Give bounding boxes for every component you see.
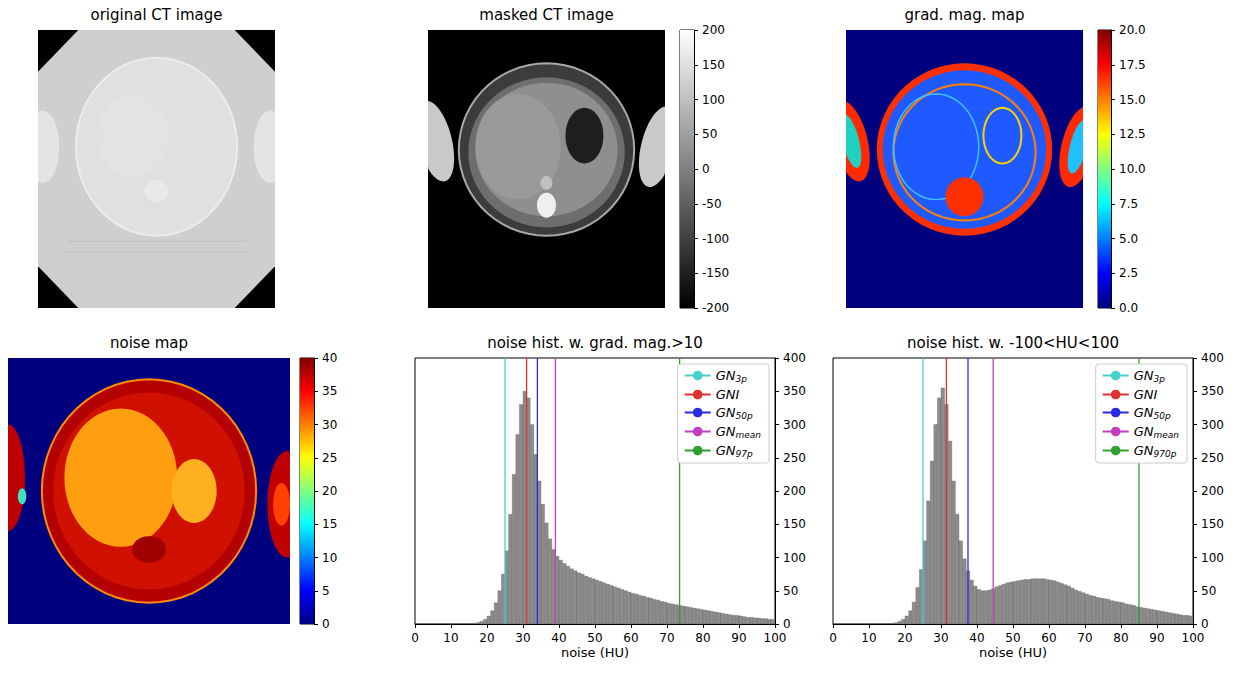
svg-text:noise hist. w. grad. mag.>10: noise hist. w. grad. mag.>10 <box>487 334 703 352</box>
svg-text:97p: 97p <box>735 449 752 459</box>
svg-text:GN: GN <box>716 405 736 420</box>
svg-text:20: 20 <box>897 631 912 645</box>
svg-text:20: 20 <box>479 631 494 645</box>
svg-text:970p: 970p <box>1153 449 1176 459</box>
svg-text:-100: -100 <box>702 232 729 246</box>
svg-text:25: 25 <box>322 451 337 465</box>
svg-text:20.0: 20.0 <box>1119 23 1146 37</box>
svg-text:2.5: 2.5 <box>1119 266 1138 280</box>
svg-text:17.5: 17.5 <box>1119 58 1146 72</box>
svg-text:5.0: 5.0 <box>1119 232 1138 246</box>
svg-text:original CT image: original CT image <box>91 6 223 24</box>
svg-text:100: 100 <box>1201 551 1224 565</box>
svg-text:5: 5 <box>322 584 330 598</box>
svg-text:80: 80 <box>695 631 710 645</box>
svg-text:50: 50 <box>587 631 602 645</box>
svg-text:0.0: 0.0 <box>1119 301 1138 315</box>
svg-text:50: 50 <box>1005 631 1020 645</box>
svg-text:400: 400 <box>783 351 806 365</box>
svg-text:50: 50 <box>783 584 798 598</box>
svg-text:0: 0 <box>829 631 837 645</box>
svg-text:50p: 50p <box>735 411 752 421</box>
svg-text:noise (HU): noise (HU) <box>561 645 629 660</box>
svg-text:20: 20 <box>322 484 337 498</box>
svg-text:150: 150 <box>783 517 806 531</box>
svg-text:50: 50 <box>702 127 717 141</box>
svg-text:noise hist. w. -100<HU<100: noise hist. w. -100<HU<100 <box>907 334 1119 352</box>
svg-text:GN: GN <box>716 368 736 383</box>
svg-text:200: 200 <box>1201 484 1224 498</box>
svg-text:grad. mag. map: grad. mag. map <box>904 6 1024 24</box>
svg-text:350: 350 <box>783 384 806 398</box>
svg-text:GN: GN <box>1134 405 1154 420</box>
svg-text:60: 60 <box>1041 631 1056 645</box>
svg-text:0: 0 <box>1201 617 1209 631</box>
svg-text:200: 200 <box>702 23 725 37</box>
svg-text:15.0: 15.0 <box>1119 93 1146 107</box>
svg-text:GN: GN <box>1134 424 1154 439</box>
svg-text:mean: mean <box>1153 430 1179 440</box>
svg-text:30: 30 <box>322 418 337 432</box>
svg-text:-50: -50 <box>702 197 722 211</box>
svg-text:0: 0 <box>702 162 710 176</box>
svg-text:10.0: 10.0 <box>1119 162 1146 176</box>
svg-text:70: 70 <box>1077 631 1092 645</box>
svg-text:350: 350 <box>1201 384 1224 398</box>
svg-text:15: 15 <box>322 517 337 531</box>
svg-text:0: 0 <box>411 631 419 645</box>
svg-text:80: 80 <box>1113 631 1128 645</box>
svg-text:300: 300 <box>783 418 806 432</box>
svg-text:90: 90 <box>1149 631 1164 645</box>
svg-text:40: 40 <box>322 351 337 365</box>
svg-text:3p: 3p <box>735 374 747 384</box>
svg-text:150: 150 <box>1201 517 1224 531</box>
svg-text:10: 10 <box>443 631 458 645</box>
svg-text:400: 400 <box>1201 351 1224 365</box>
svg-text:0: 0 <box>783 617 791 631</box>
svg-text:-150: -150 <box>702 266 729 280</box>
svg-text:30: 30 <box>515 631 530 645</box>
svg-text:3p: 3p <box>1153 374 1165 384</box>
svg-text:250: 250 <box>783 451 806 465</box>
svg-text:100: 100 <box>702 93 725 107</box>
svg-text:GN: GN <box>716 443 736 458</box>
svg-text:90: 90 <box>731 631 746 645</box>
svg-text:60: 60 <box>623 631 638 645</box>
svg-text:250: 250 <box>1201 451 1224 465</box>
svg-text:10: 10 <box>322 551 337 565</box>
svg-text:noise map: noise map <box>110 334 188 352</box>
svg-text:GNI: GNI <box>716 387 740 402</box>
svg-text:12.5: 12.5 <box>1119 127 1146 141</box>
svg-text:noise (HU): noise (HU) <box>979 645 1047 660</box>
svg-text:masked CT image: masked CT image <box>479 6 613 24</box>
svg-text:35: 35 <box>322 384 337 398</box>
svg-text:GNI: GNI <box>1134 387 1158 402</box>
svg-text:GN: GN <box>716 424 736 439</box>
svg-text:100: 100 <box>1182 631 1205 645</box>
svg-text:10: 10 <box>861 631 876 645</box>
svg-text:30: 30 <box>933 631 948 645</box>
svg-text:50: 50 <box>1201 584 1216 598</box>
svg-text:7.5: 7.5 <box>1119 197 1138 211</box>
svg-text:GN: GN <box>1134 443 1154 458</box>
svg-text:GN: GN <box>1134 368 1154 383</box>
svg-text:mean: mean <box>735 430 761 440</box>
svg-text:70: 70 <box>659 631 674 645</box>
svg-text:40: 40 <box>551 631 566 645</box>
svg-text:40: 40 <box>969 631 984 645</box>
svg-text:150: 150 <box>702 58 725 72</box>
svg-text:50p: 50p <box>1153 411 1170 421</box>
svg-text:200: 200 <box>783 484 806 498</box>
svg-text:-200: -200 <box>702 301 729 315</box>
svg-text:0: 0 <box>322 617 330 631</box>
svg-text:100: 100 <box>764 631 787 645</box>
svg-text:100: 100 <box>783 551 806 565</box>
svg-text:300: 300 <box>1201 418 1224 432</box>
